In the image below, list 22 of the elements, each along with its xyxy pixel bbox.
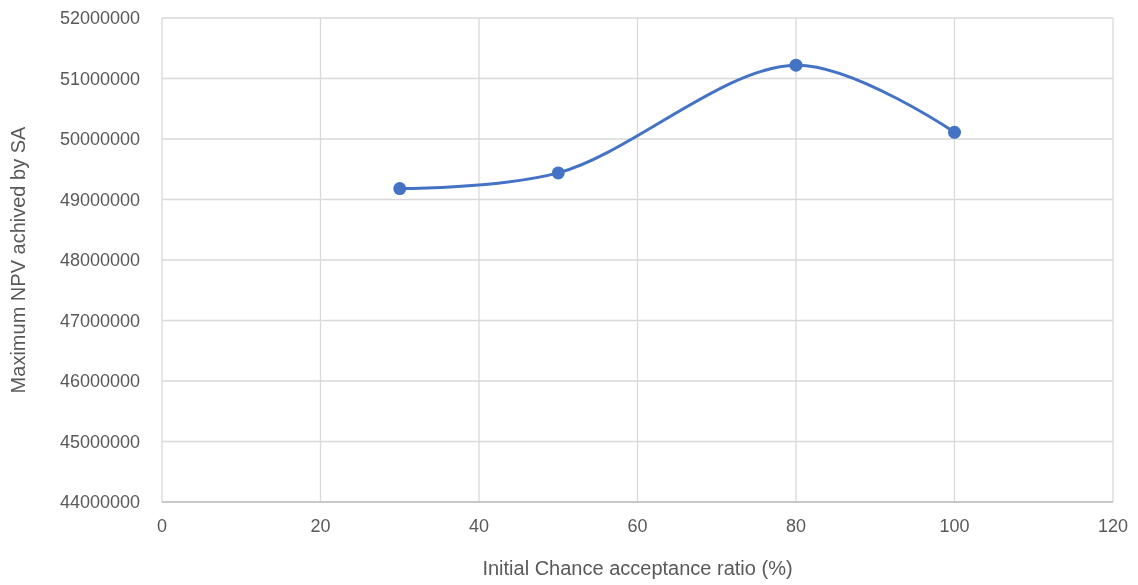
x-tick-label: 120	[1097, 516, 1129, 536]
y-tick-label: 51000000	[59, 68, 140, 89]
x-tick-label: 100	[939, 516, 970, 536]
point	[393, 182, 407, 196]
y-tick-label: 49000000	[59, 189, 140, 210]
x-axis-title: Initial Chance acceptance ratio (%)	[482, 557, 793, 579]
y-tick-label: 50000000	[59, 129, 140, 150]
y-tick-label: 52000000	[59, 8, 140, 29]
x-tick-label: 40	[468, 516, 490, 536]
y-tick-label: 46000000	[59, 371, 140, 392]
y-tick-label: 45000000	[59, 431, 140, 452]
y-axis-title: Maximum NPV achived by SA	[7, 125, 29, 394]
x-tick-label: 60	[627, 516, 648, 536]
point	[551, 166, 565, 180]
y-tick-label: 44000000	[59, 492, 140, 513]
x-tick-label: 0	[156, 516, 168, 536]
point	[789, 58, 803, 72]
point	[948, 125, 961, 139]
x-tick-label: 20	[310, 516, 331, 536]
x-tick-label: 80	[785, 516, 807, 536]
y-tick-label: 48000000	[59, 250, 140, 271]
y-tick-label: 47000000	[59, 310, 140, 331]
